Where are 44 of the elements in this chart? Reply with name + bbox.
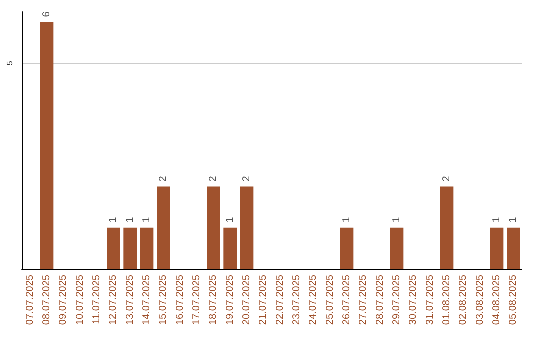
x-tick-label: 03.08.2025 [474, 274, 486, 326]
data-label: 2 [242, 176, 252, 182]
x-tick-label: 13.07.2025 [124, 274, 136, 326]
x-tick-label: 21.07.2025 [258, 274, 270, 326]
x-tick-label: 20.07.2025 [242, 274, 252, 326]
x-tick-label: 31.07.2025 [424, 274, 436, 326]
x-tick-label: 10.07.2025 [74, 274, 86, 326]
x-tick-label: 15.07.2025 [158, 274, 170, 326]
x-tick-label: 28.07.2025 [374, 274, 386, 326]
data-label: 1 [508, 216, 520, 223]
x-tick-label: 24.07.2025 [308, 274, 320, 326]
x-tick-label: 08.07.2025 [42, 274, 52, 326]
x-tick-label: 07.07.2025 [24, 274, 36, 326]
x-tick-label: 23.07.2025 [292, 274, 302, 326]
data-label: 1 [392, 216, 402, 223]
x-tick-label: 26.07.2025 [342, 274, 352, 326]
data-label: 1 [142, 216, 152, 223]
data-label: 1 [124, 216, 136, 223]
x-tick-label: 27.07.2025 [358, 274, 370, 326]
x-tick-label: 12.07.2025 [108, 274, 120, 326]
x-tick-label: 19.07.2025 [224, 274, 236, 326]
data-label: 1 [108, 216, 120, 223]
x-tick-label: 01.08.2025 [442, 274, 452, 326]
x-tick-label: 25.07.2025 [324, 274, 336, 326]
x-tick-label: 29.07.2025 [392, 274, 402, 326]
x-tick-label: 05.08.2025 [508, 274, 520, 326]
data-label: 1 [492, 216, 502, 223]
data-label: 1 [342, 216, 352, 223]
data-label: 2 [158, 176, 170, 182]
y-tick-label: 5 [6, 60, 14, 66]
x-tick-label: 30.07.2025 [408, 274, 420, 326]
x-tick-label: 18.07.2025 [208, 274, 220, 326]
x-tick-label: 14.07.2025 [142, 274, 152, 326]
x-tick-label: 17.07.2025 [192, 274, 202, 326]
x-tick-label: 22.07.2025 [274, 274, 286, 326]
x-tick-label: 02.08.2025 [458, 274, 470, 326]
data-label: 6 [42, 11, 52, 18]
x-tick-label: 16.07.2025 [174, 274, 186, 326]
x-tick-label: 11.07.2025 [92, 274, 102, 324]
data-label: 1 [224, 216, 236, 223]
x-tick-label: 09.07.2025 [58, 274, 70, 326]
data-label: 2 [442, 176, 452, 182]
x-tick-label: 04.08.2025 [492, 274, 502, 326]
data-label: 2 [208, 176, 220, 182]
